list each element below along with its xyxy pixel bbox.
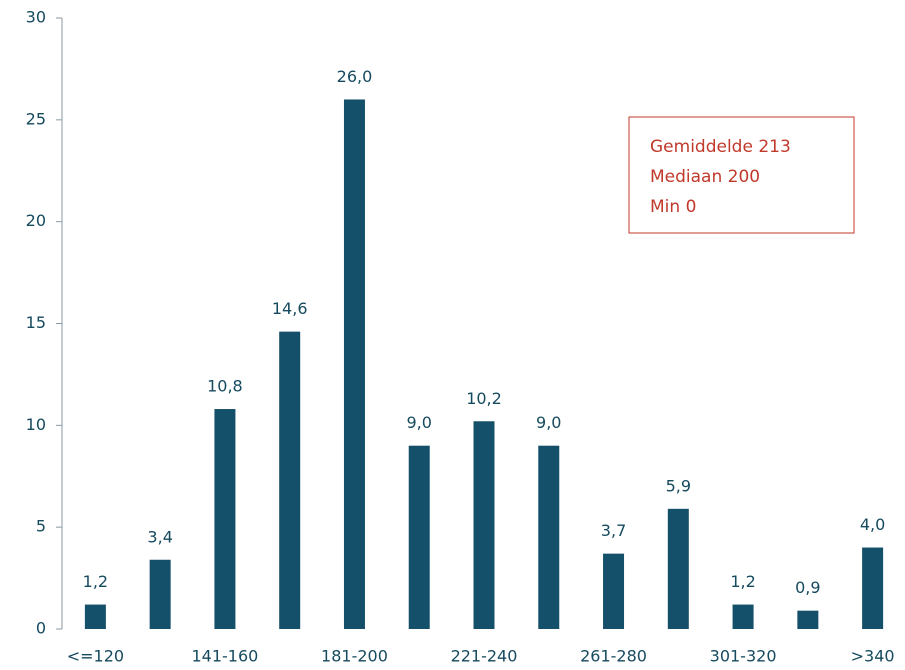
bar bbox=[408, 445, 430, 629]
x-tick-label: 181-200 bbox=[321, 647, 388, 666]
y-tick-label: 25 bbox=[26, 109, 46, 128]
bar bbox=[343, 99, 365, 629]
x-tick-label: >340 bbox=[851, 647, 895, 666]
y-tick-label: 20 bbox=[26, 211, 46, 230]
y-tick-label: 10 bbox=[26, 415, 46, 434]
y-tick-label: 5 bbox=[36, 517, 46, 536]
value-label: 5,9 bbox=[666, 476, 691, 495]
bar bbox=[603, 553, 625, 629]
value-label: 3,7 bbox=[601, 521, 626, 540]
value-label: 10,2 bbox=[466, 389, 502, 408]
bar bbox=[667, 508, 689, 629]
annotation-box bbox=[628, 116, 855, 234]
bar bbox=[732, 604, 754, 629]
value-label: 4,0 bbox=[860, 515, 885, 534]
bar bbox=[84, 604, 106, 629]
x-tick-label: 141-160 bbox=[191, 647, 258, 666]
value-label: 3,4 bbox=[147, 527, 172, 546]
annotation: Min 0 bbox=[650, 197, 696, 217]
annotation: Gemiddelde 213 bbox=[650, 137, 791, 157]
value-label: 10,8 bbox=[207, 377, 243, 396]
x-tick-label: 261-280 bbox=[580, 647, 647, 666]
value-label: 14,6 bbox=[272, 299, 308, 318]
value-label: 9,0 bbox=[536, 413, 561, 432]
bar bbox=[149, 559, 171, 629]
x-tick-label: 221-240 bbox=[451, 647, 518, 666]
value-label: 1,2 bbox=[83, 572, 108, 591]
value-label: 26,0 bbox=[337, 67, 373, 86]
x-tick-label: 301-320 bbox=[710, 647, 777, 666]
y-tick-label: 15 bbox=[26, 313, 46, 332]
bar bbox=[214, 409, 236, 629]
bar bbox=[862, 547, 884, 629]
value-label: 0,9 bbox=[795, 578, 820, 597]
value-label: 1,2 bbox=[730, 572, 755, 591]
bar bbox=[473, 421, 495, 629]
y-tick-label: 30 bbox=[26, 8, 46, 27]
x-tick-label: <=120 bbox=[67, 647, 124, 666]
y-tick-label: 0 bbox=[36, 619, 46, 638]
bar bbox=[279, 331, 301, 629]
annotation: Mediaan 200 bbox=[650, 167, 760, 187]
value-label: 9,0 bbox=[407, 413, 432, 432]
bar bbox=[797, 610, 819, 629]
bar bbox=[538, 445, 560, 629]
